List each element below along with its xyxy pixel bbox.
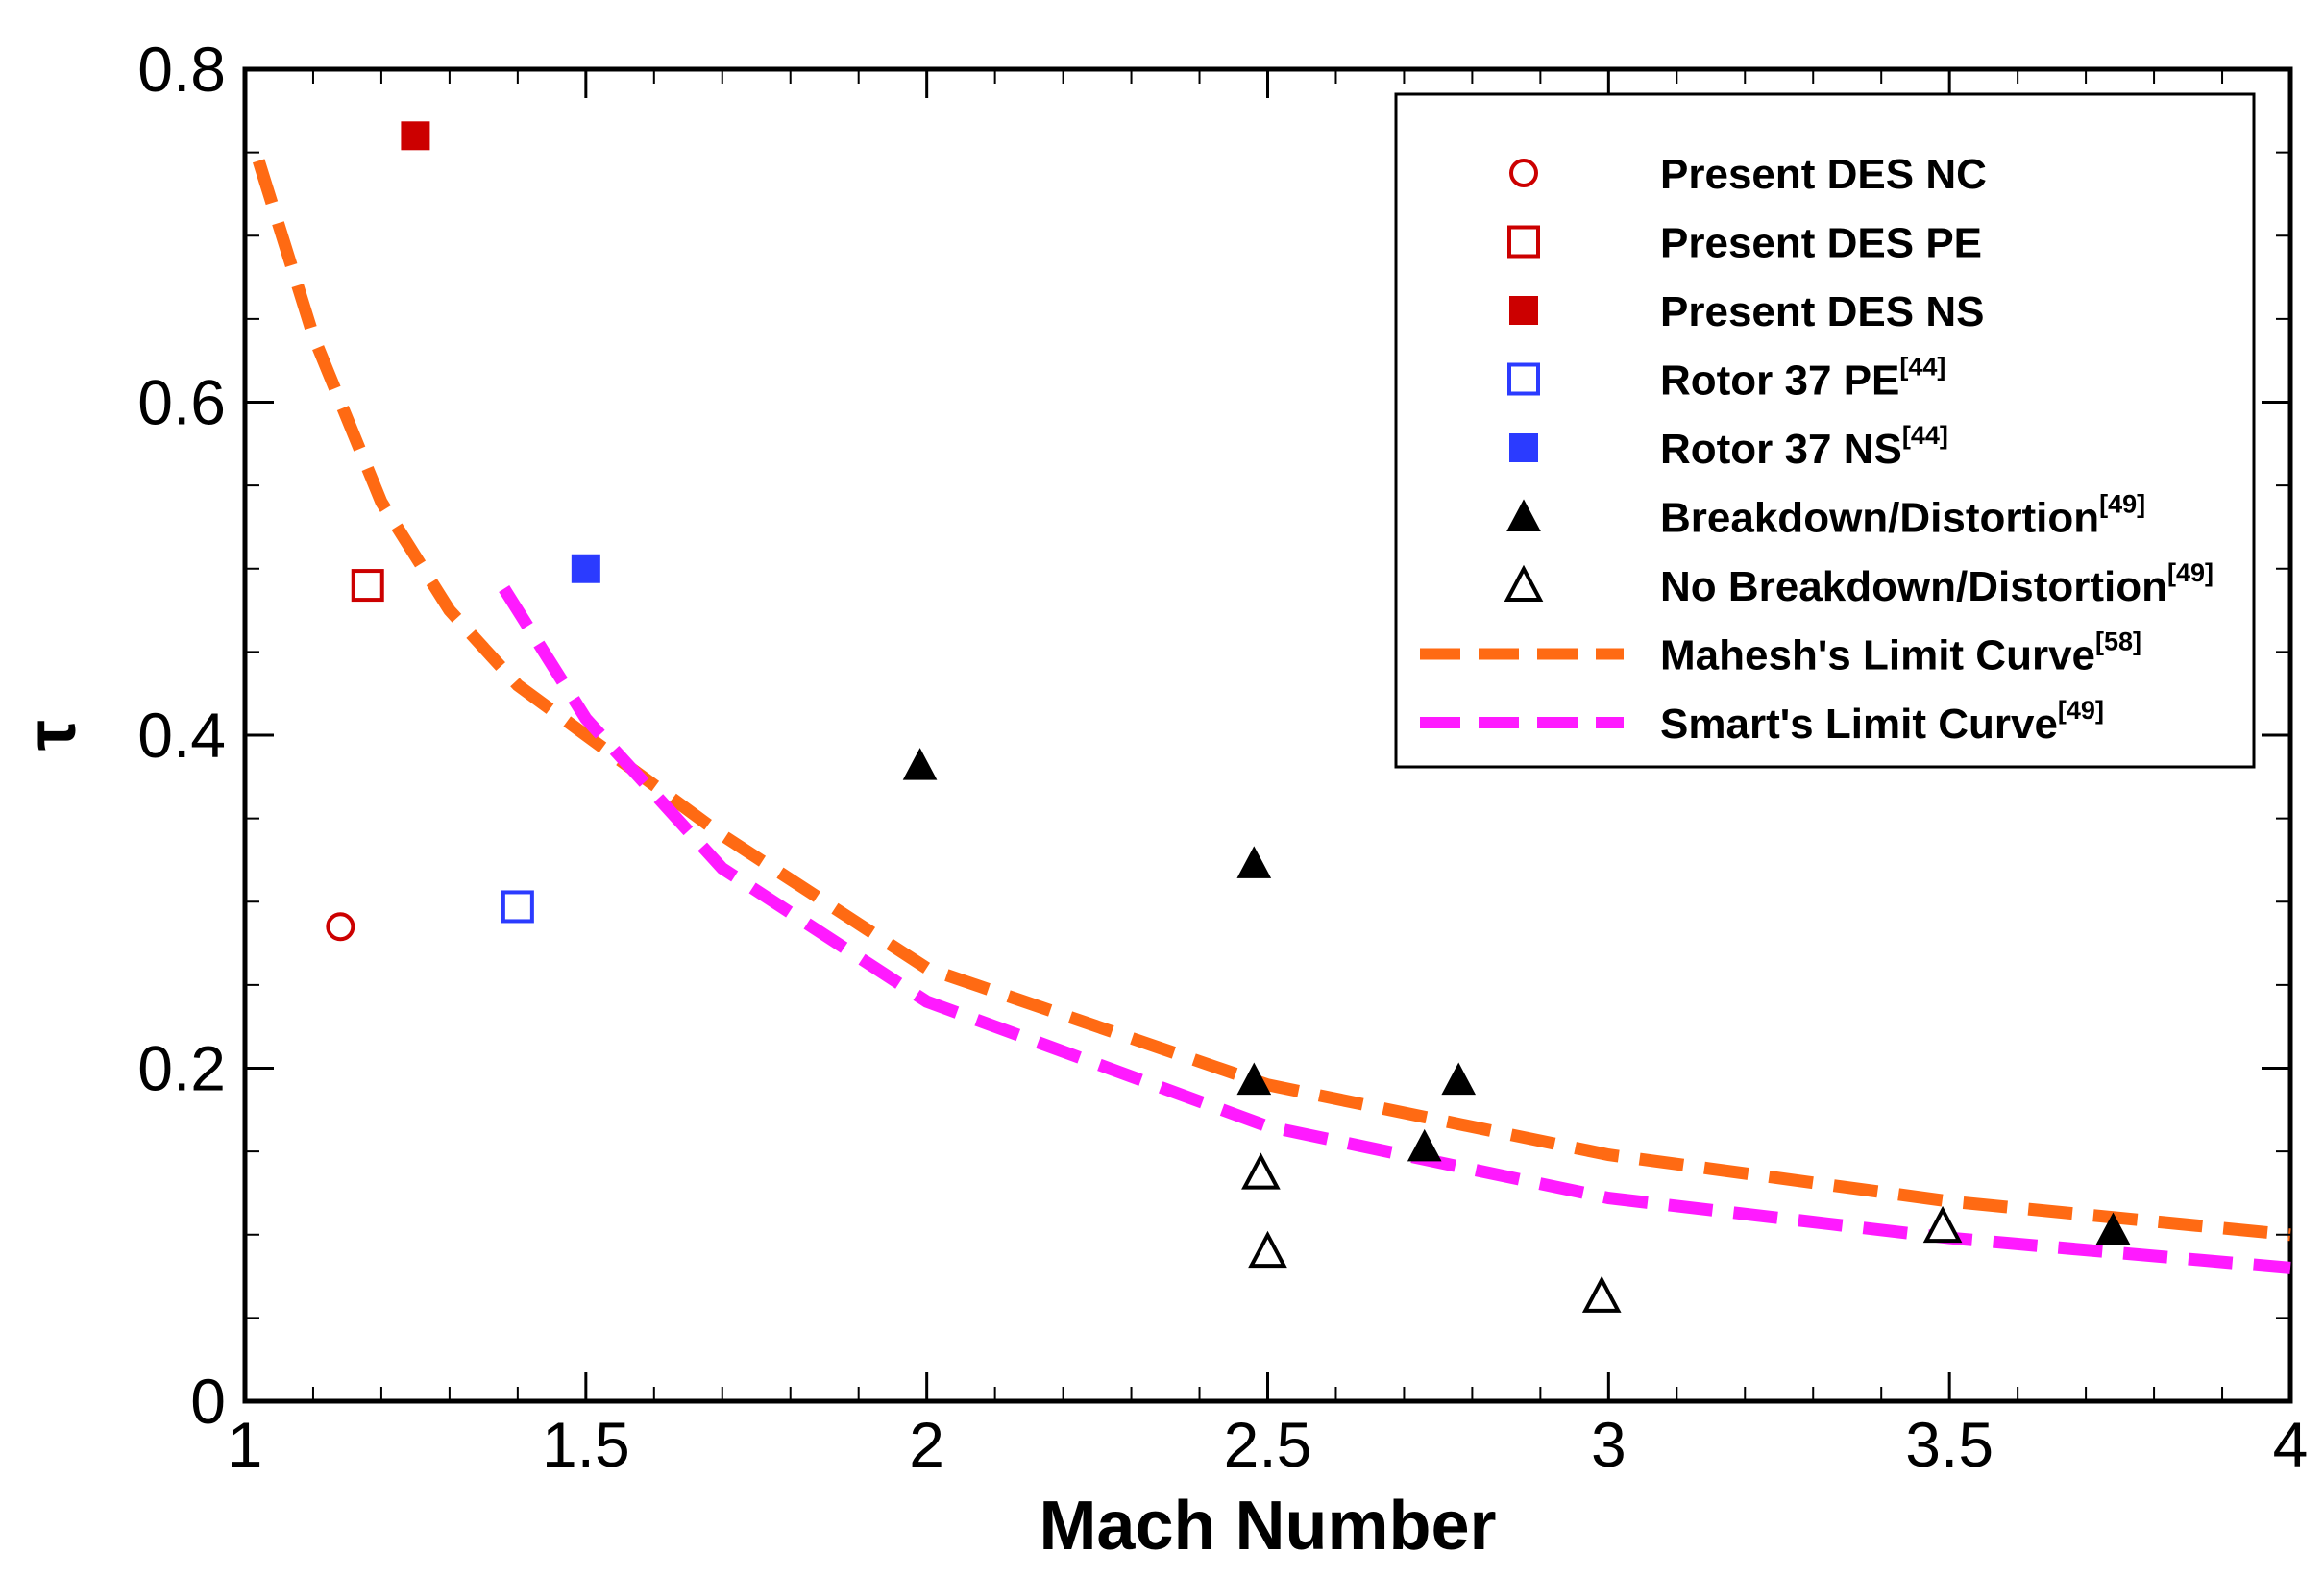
legend-reference: [49] (2099, 490, 2145, 519)
legend-label: Mahesh's Limit Curve[58] (1660, 628, 2141, 679)
y-axis-title: τ (13, 720, 90, 751)
limit-curve-mahesh (252, 159, 2291, 1242)
legend-marker-symbol (1506, 499, 1541, 531)
legend-label-text: Breakdown/Distortion (1660, 495, 2099, 542)
data-point-breakdown-distortion (2095, 1212, 2131, 1245)
data-point-breakdown-distortion (1407, 1128, 1442, 1162)
x-tick-label: 2.5 (1224, 1409, 1312, 1480)
data-point-rotor-37-ns (571, 554, 600, 583)
y-tick-label: 0.2 (137, 1033, 226, 1104)
data-point-no-breakdown-distortion (1922, 1205, 1963, 1244)
data-point-breakdown-distortion (902, 748, 938, 780)
legend-label-text: Rotor 37 PE (1660, 358, 1899, 405)
data-point-no-breakdown-distortion (1581, 1275, 1622, 1313)
legend-label: Present DES NS (1660, 288, 1984, 335)
legend-marker-symbol (1504, 564, 1544, 602)
data-point-breakdown-distortion (1236, 846, 1272, 878)
data-point-present-des-nc (326, 912, 355, 942)
data-point-present-des-ns (401, 121, 430, 151)
data-point-present-des-pe (351, 569, 384, 603)
legend-marker-symbol (1509, 296, 1538, 325)
legend-label-text: Rotor 37 NS (1660, 426, 1902, 473)
legend-label: No Breakdown/Distortion[49] (1660, 558, 2214, 610)
legend-label: Smart's Limit Curve[49] (1660, 696, 2104, 748)
legend-label-text: Smart's Limit Curve (1660, 701, 2058, 748)
x-tick-label: 2 (909, 1409, 944, 1480)
axes: 1 1.5 2 2.5 3 3.5 4 0 0.2 0.4 0.6 0.8 (137, 34, 2308, 1480)
x-tick-label: 1 (228, 1409, 263, 1480)
legend-reference: [44] (1899, 353, 1945, 382)
data-markers (326, 121, 2131, 1313)
y-tick-label: 0.8 (137, 34, 226, 105)
legend-label-text: Mahesh's Limit Curve (1660, 632, 2095, 679)
y-tick-label: 0.6 (137, 367, 226, 438)
legend-label: Present DES NC (1660, 151, 1987, 198)
legend-marker-symbol (1509, 433, 1538, 462)
legend-label: Present DES PE (1660, 220, 1982, 267)
legend-reference: [49] (2058, 696, 2104, 725)
limit-curve-smart (499, 585, 2291, 1274)
x-tick-label: 4 (2273, 1409, 2309, 1480)
legend: Present DES NC Present DES PE Present DES … (1394, 92, 2256, 769)
limit-curves (252, 159, 2291, 1274)
legend-label-text: No Breakdown/Distortion (1660, 563, 2167, 610)
x-tick-label: 1.5 (542, 1409, 630, 1480)
data-point-no-breakdown-distortion (1241, 1152, 1281, 1190)
legend-label-text: Present DES NS (1660, 288, 1984, 335)
data-point-no-breakdown-distortion (1248, 1230, 1287, 1269)
x-axis-title: Mach Number (1039, 1488, 1496, 1565)
legend-reference: [49] (2167, 558, 2214, 587)
legend-label: Breakdown/Distortion[49] (1660, 490, 2145, 542)
y-tick-label: 0.4 (137, 700, 226, 771)
data-point-breakdown-distortion (1441, 1062, 1477, 1096)
data-point-rotor-37-pe (501, 890, 534, 924)
x-tick-label: 3 (1591, 1409, 1627, 1480)
legend-marker-symbol (1507, 362, 1540, 396)
x-tick-label: 3.5 (1905, 1409, 1994, 1480)
legend-label: Rotor 37 NS[44] (1660, 421, 1948, 473)
data-point-breakdown-distortion (1236, 1062, 1272, 1096)
legend-reference: [44] (1902, 421, 1948, 450)
legend-marker-symbol (1507, 225, 1540, 259)
legend-label-text: Present DES PE (1660, 220, 1982, 267)
legend-label: Rotor 37 PE[44] (1660, 353, 1945, 405)
y-tick-label: 0 (190, 1366, 226, 1437)
legend-label-text: Present DES NC (1660, 151, 1987, 198)
legend-marker-symbol (1509, 159, 1538, 187)
legend-reference: [58] (2095, 628, 2141, 656)
